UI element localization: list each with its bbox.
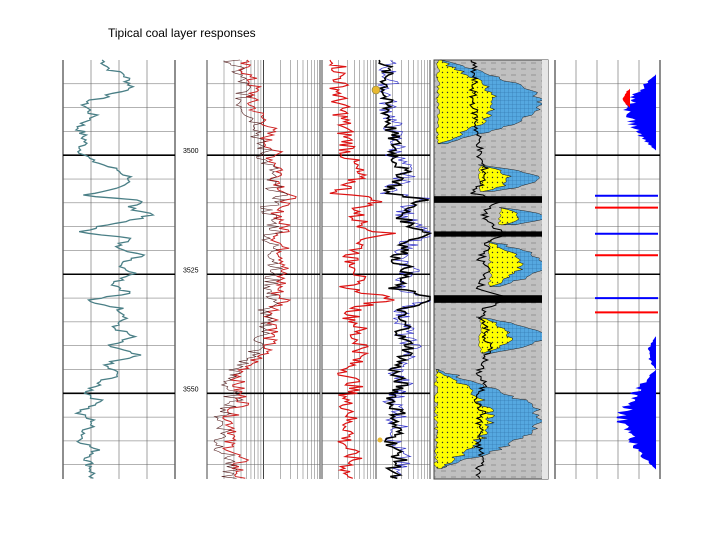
track5-blue-area	[623, 74, 656, 151]
lithology-layer	[433, 59, 658, 480]
depth-label-layer: 3500 3525 3550	[183, 148, 199, 393]
curve-layer	[73, 59, 515, 480]
track3-curve-black	[377, 59, 433, 480]
depth-tick-label: 3525	[183, 267, 199, 274]
track2-curve-red	[221, 59, 297, 479]
lith-upper-blue	[437, 59, 545, 145]
track5-red-area	[622, 88, 630, 108]
lith-d-blue	[487, 240, 549, 287]
track5-blue-area	[647, 336, 656, 370]
depth-tick-label: 3500	[183, 148, 199, 155]
lith-b-blue	[478, 164, 540, 192]
track2-curve-dark	[213, 59, 289, 479]
lithology-edge	[542, 60, 548, 479]
track3-marker	[377, 437, 383, 443]
track5-blue-area	[616, 369, 656, 470]
chart-title: Tipical coal layer responses	[108, 26, 256, 40]
lith-lower-blue	[435, 369, 545, 469]
depth-tick-label: 3550	[183, 386, 199, 393]
lithology-curve	[468, 59, 515, 479]
lith-c-blue	[499, 207, 549, 225]
coal-layer	[434, 295, 548, 303]
track3-marker	[371, 85, 381, 95]
coal-layer	[434, 231, 548, 237]
grid-layer	[62, 60, 661, 479]
track3-curve-blue	[377, 59, 431, 479]
track1-curve	[73, 59, 155, 479]
coal-layer	[434, 196, 548, 203]
track3-curve-red	[328, 59, 396, 479]
lith-e-blue	[476, 316, 547, 354]
